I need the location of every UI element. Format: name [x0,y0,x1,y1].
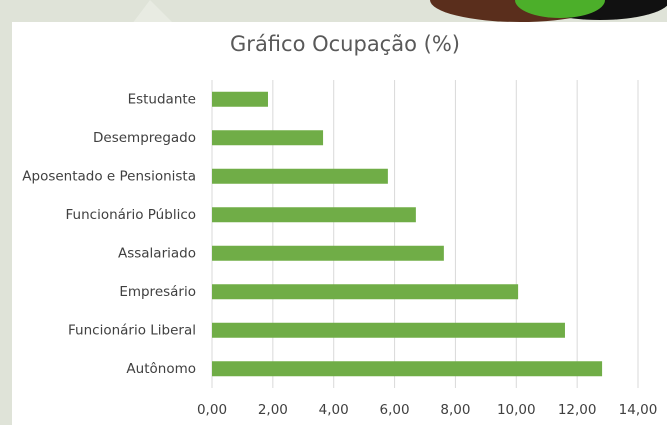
y-tick-label: Funcionário Público [66,207,196,223]
y-tick-label: Funcionário Liberal [68,322,196,338]
y-tick-label: Empresário [119,284,196,300]
y-tick-label: Autônomo [126,361,196,377]
y-tick-label: Aposentado e Pensionista [22,168,196,184]
x-tick-label: 6,00 [380,402,410,418]
x-tick-label: 0,00 [197,402,227,418]
bar [212,92,268,107]
y-tick-label: Assalariado [118,245,196,261]
y-tick-label: Estudante [128,91,196,107]
bar [212,207,416,222]
bar [212,361,602,376]
x-tick-label: 12,00 [558,402,597,418]
chart: Gráfico Ocupação (%) 0,00 2,00 4,00 6,00 8,0… [0,0,667,425]
bar [212,323,565,338]
x-tick-label: 14,00 [619,402,658,418]
bar [212,130,323,145]
x-tick-label: 4,00 [319,402,349,418]
x-tick-label: 2,00 [258,402,288,418]
y-tick-label: Desempregado [93,130,196,146]
bar [212,246,444,261]
bar [212,284,518,299]
x-tick-label: 8,00 [440,402,470,418]
bar [212,169,388,184]
chart-title: Gráfico Ocupação (%) [230,32,460,56]
x-tick-label: 10,00 [497,402,536,418]
page: Gráfico Ocupação (%) 0,00 2,00 4,00 6,00 8,0… [0,0,667,425]
